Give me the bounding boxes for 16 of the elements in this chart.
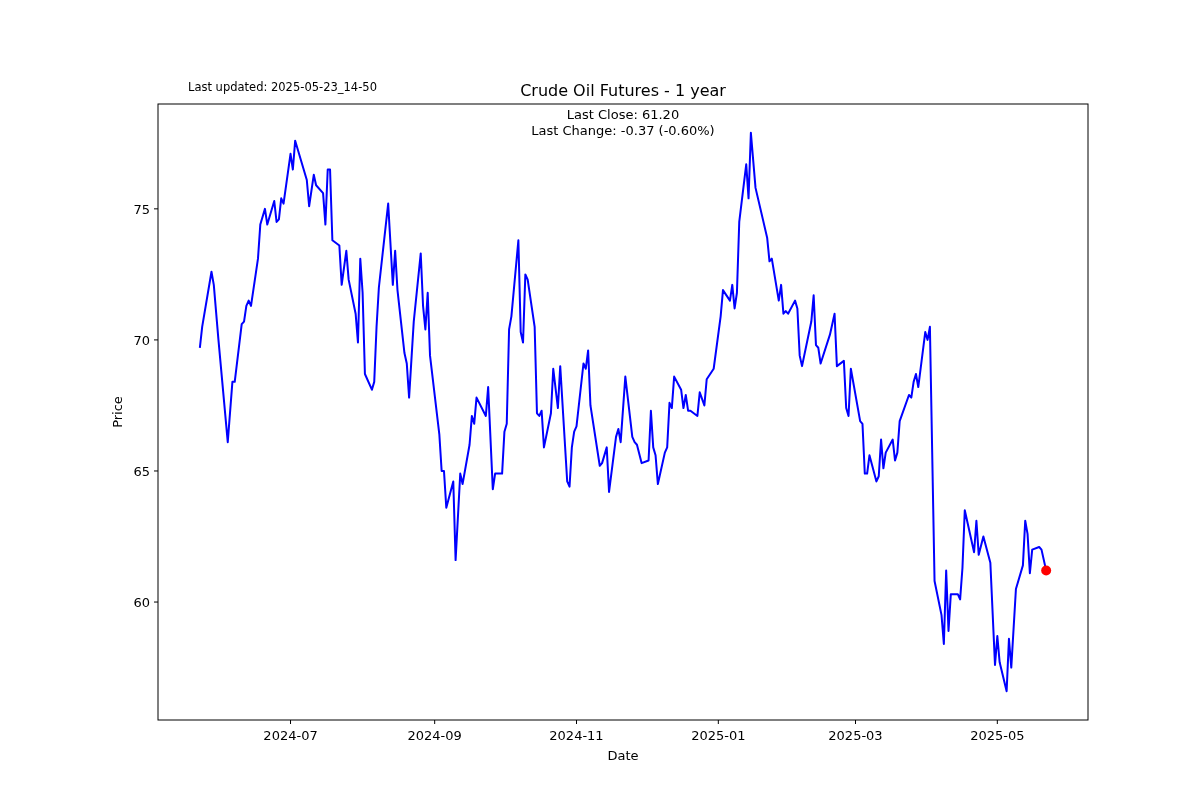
y-tick-label: 60 [133,595,150,611]
y-axis-title: Price [110,396,125,428]
x-tick-label: 2024-09 [407,728,462,743]
x-axis-title: Date [607,748,639,763]
y-tick-label: 75 [133,201,150,217]
x-tick-label: 2025-03 [828,728,883,743]
y-tick-label: 65 [133,463,150,479]
x-tick-label: 2025-05 [970,728,1025,743]
annotation: Last Close: 61.20 [566,107,680,122]
y-tick-label: 70 [133,332,150,348]
chart-title: Crude Oil Futures - 1 year [520,81,727,100]
x-tick-label: 2024-11 [549,728,604,743]
text: Last updated: 2025-05-23_14-50 [188,80,377,94]
annotation: Last Change: -0.37 (-0.60%) [531,123,715,138]
x-tick-label: 2025-01 [691,728,746,743]
x-tick-label: 2024-07 [263,728,318,743]
